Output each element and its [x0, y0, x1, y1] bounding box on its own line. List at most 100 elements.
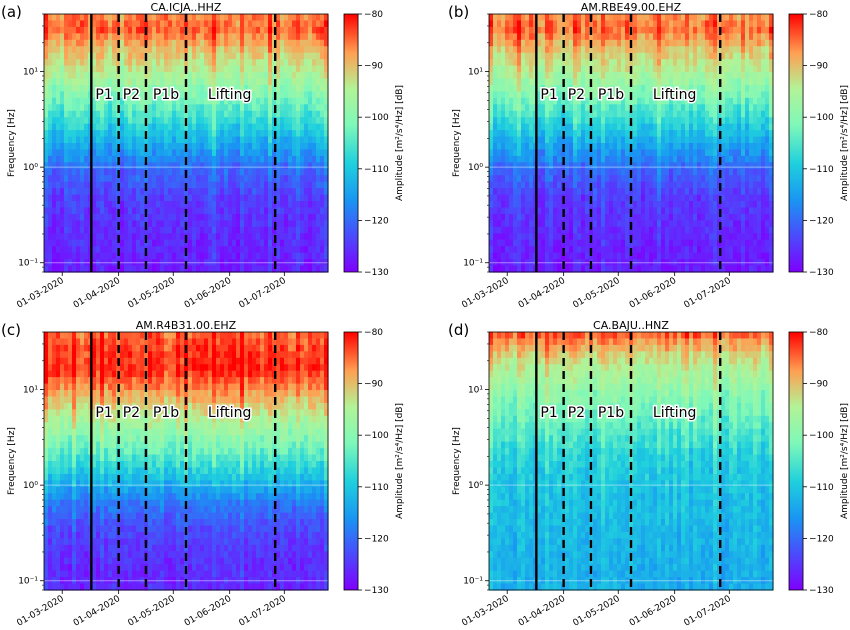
spectrogram-cell: [637, 201, 642, 209]
spectrogram-cell: [120, 39, 125, 47]
spectrogram-cell: [505, 168, 510, 176]
spectrogram-cell: [565, 213, 570, 221]
spectrogram-cell: [216, 117, 221, 125]
spectrogram-cell: [260, 26, 265, 34]
spectrogram-cell: [565, 143, 570, 151]
spectrogram-cell: [96, 72, 101, 80]
spectrogram-cell: [585, 123, 590, 131]
spectrogram-cell: [268, 168, 273, 176]
spectrogram-cell: [581, 26, 586, 34]
spectrogram-cell: [573, 259, 578, 267]
spectrogram-cell: [545, 59, 550, 67]
spectrogram-cell: [685, 84, 690, 92]
spectrogram-cell: [316, 84, 321, 92]
spectrogram-cell: [681, 72, 686, 80]
spectrogram-cell: [196, 220, 201, 228]
spectrogram-cell: [252, 149, 257, 157]
spectrogram-cell: [557, 246, 562, 254]
spectrogram-cell: [120, 194, 125, 202]
spectrogram-cell: [637, 72, 642, 80]
spectrogram-cell: [176, 181, 181, 189]
spectrogram-cell: [196, 213, 201, 221]
spectrogram-cell: [56, 123, 61, 131]
spectrogram-cell: [52, 136, 57, 144]
spectrogram-cell: [553, 72, 558, 80]
spectrogram-cell: [104, 123, 109, 131]
spectrogram-cell: [276, 213, 281, 221]
spectrogram-cell: [653, 78, 658, 86]
spectrogram-cell: [573, 201, 578, 209]
spectrogram-cell: [188, 104, 193, 112]
spectrogram-cell: [621, 213, 626, 221]
spectrogram-cell: [204, 20, 209, 28]
spectrogram-cell: [84, 20, 89, 28]
spectrogram-cell: [637, 246, 642, 254]
spectrogram-cell: [497, 130, 502, 138]
panel-letter: (a): [1, 3, 22, 21]
spectrogram-cell: [649, 252, 654, 260]
spectrogram-cell: [581, 188, 586, 196]
spectrogram-cell: [272, 136, 277, 144]
spectrogram-cell: [324, 168, 329, 176]
spectrogram-cell: [320, 72, 325, 80]
spectrogram-cell: [196, 226, 201, 234]
spectrogram-cell: [152, 220, 157, 228]
spectrogram-cell: [669, 20, 674, 28]
spectrogram-cell: [681, 149, 686, 157]
spectrogram-cell: [160, 46, 165, 54]
spectrogram-cell: [557, 143, 562, 151]
y-axis-label: Frequency [Hz]: [7, 109, 17, 177]
spectrogram-cell: [236, 117, 241, 125]
spectrogram-cell: [252, 181, 257, 189]
spectrogram-cell: [537, 265, 542, 273]
spectrogram-cell: [220, 181, 225, 189]
spectrogram-cell: [605, 39, 610, 47]
spectrogram-cell: [589, 59, 594, 67]
spectrogram-cell: [641, 265, 646, 273]
spectrogram-cell: [649, 246, 654, 254]
spectrogram-cell: [204, 143, 209, 151]
spectrogram-cell: [168, 220, 173, 228]
spectrogram-cell: [232, 110, 237, 118]
spectrogram-cell: [677, 14, 682, 22]
spectrogram-cell: [613, 14, 618, 22]
spectrogram-cell: [304, 59, 309, 67]
spectrogram-cell: [212, 84, 217, 92]
spectrogram-cell: [541, 91, 546, 99]
spectrogram-cell: [256, 72, 261, 80]
spectrogram-cell: [96, 162, 101, 170]
spectrogram-cell: [597, 265, 602, 273]
spectrogram-cell: [44, 110, 49, 118]
spectrogram-cell: [537, 213, 542, 221]
spectrogram-cell: [597, 143, 602, 151]
spectrogram-cell: [196, 91, 201, 99]
spectrogram-cell: [673, 226, 678, 234]
spectrogram-cell: [513, 175, 518, 183]
spectrogram-cell: [240, 207, 245, 215]
spectrogram-cell: [300, 259, 305, 267]
spectrogram-cell: [493, 162, 498, 170]
spectrogram-cell: [256, 143, 261, 151]
spectrogram-cell: [641, 239, 646, 247]
spectrogram-cell: [537, 149, 542, 157]
spectrogram-cell: [136, 26, 141, 34]
spectrogram-cell: [513, 162, 518, 170]
spectrogram-cell: [681, 136, 686, 144]
spectrogram-cell: [573, 46, 578, 54]
spectrogram-cell: [156, 97, 161, 105]
spectrogram-cell: [104, 213, 109, 221]
spectrogram-cell: [673, 136, 678, 144]
spectrogram-cell: [156, 246, 161, 254]
spectrogram-cell: [128, 168, 133, 176]
spectrogram-cell: [64, 175, 69, 183]
spectrogram-cell: [268, 194, 273, 202]
spectrogram-cell: [52, 97, 57, 105]
spectrogram-cell: [120, 136, 125, 144]
spectrogram-cell: [56, 213, 61, 221]
spectrogram-cell: [176, 110, 181, 118]
spectrogram-cell: [208, 136, 213, 144]
spectrogram-cell: [164, 246, 169, 254]
spectrogram-cell: [64, 168, 69, 176]
spectrogram-cell: [52, 39, 57, 47]
spectrogram-cell: [653, 239, 658, 247]
